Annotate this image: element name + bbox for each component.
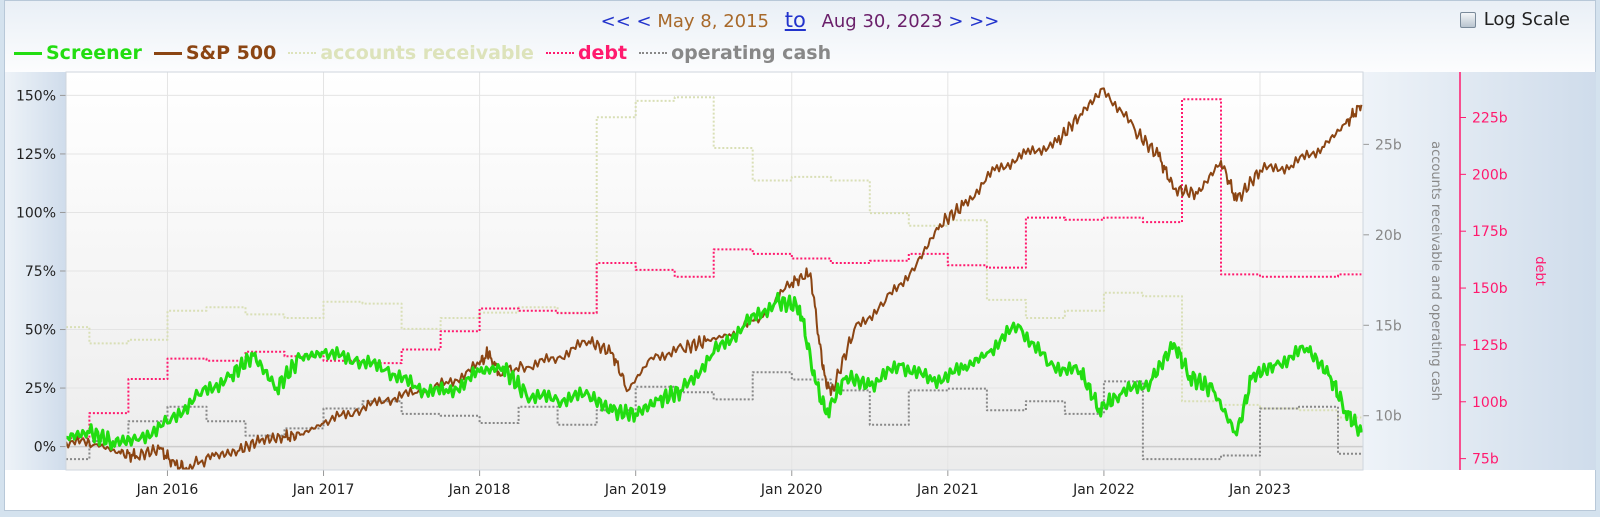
left-tick-label: 100% xyxy=(16,205,56,221)
legend-swatch-accounts-receivable xyxy=(288,52,317,54)
right-axis-label: debt xyxy=(1532,256,1547,286)
start-date[interactable]: May 8, 2015 xyxy=(657,11,770,32)
x-tick-label: Jan 2018 xyxy=(448,482,511,498)
right-tick-label: 125b xyxy=(1472,338,1508,354)
legend-item-sp500[interactable]: S&P 500 xyxy=(153,42,277,64)
to-link[interactable]: to xyxy=(784,8,806,32)
left-tick-label: 125% xyxy=(16,147,56,163)
last-range-button[interactable]: >> xyxy=(969,11,1000,32)
x-tick-label: Jan 2017 xyxy=(292,482,355,498)
right-axis-panel xyxy=(1363,72,1596,470)
left-tick-label: 75% xyxy=(25,264,56,280)
right-tick-label: 100b xyxy=(1472,395,1508,411)
right-tick-label: 200b xyxy=(1472,167,1508,183)
series-line-debt xyxy=(66,98,1362,440)
series-line-s-p-500 xyxy=(66,87,1363,470)
first-range-button[interactable]: << xyxy=(600,11,631,32)
left-tick-label: 25% xyxy=(25,381,56,397)
log-scale-checkbox[interactable] xyxy=(1459,11,1476,28)
right-tick-label: 150b xyxy=(1472,281,1508,297)
legend-item-operating-cash[interactable]: operating cash xyxy=(639,42,831,64)
legend-label-accounts-receivable: accounts receivable xyxy=(320,42,534,64)
end-date[interactable]: Aug 30, 2023 xyxy=(821,11,943,32)
x-tick-label: Jan 2023 xyxy=(1228,482,1291,498)
legend-swatch-sp500 xyxy=(153,51,182,55)
legend-label-sp500: S&P 500 xyxy=(185,42,277,64)
next-range-button[interactable]: > xyxy=(948,11,964,32)
mid-tick-label: 10b xyxy=(1375,409,1402,425)
legend-swatch-operating-cash xyxy=(639,52,668,54)
plot-border xyxy=(65,71,1364,471)
right-tick-label: 175b xyxy=(1472,224,1508,240)
legend-item-accounts-receivable[interactable]: accounts receivable xyxy=(288,42,534,64)
legend-item-screener[interactable]: Screener xyxy=(14,42,142,64)
left-axis-panel xyxy=(5,72,66,470)
mid-tick-label: 20b xyxy=(1375,228,1402,244)
right-tick-label: 225b xyxy=(1472,110,1508,126)
mid-tick-label: 15b xyxy=(1375,318,1402,334)
mid-axis-label: accounts receivable and operating cash xyxy=(1428,141,1443,401)
series-line-screener xyxy=(66,291,1363,451)
legend-swatch-debt xyxy=(545,52,574,54)
left-tick-label: 0% xyxy=(34,440,56,456)
left-tick-label: 50% xyxy=(25,323,56,339)
left-tick-label: 150% xyxy=(16,88,56,104)
x-tick-label: Jan 2019 xyxy=(604,482,667,498)
x-tick-label: Jan 2020 xyxy=(760,482,823,498)
legend-label-operating-cash: operating cash xyxy=(671,42,832,64)
mid-tick-label: 25b xyxy=(1375,137,1402,153)
prev-range-button[interactable]: < xyxy=(636,11,652,32)
chart-legend: Screener S&P 500 accounts receivable deb… xyxy=(14,42,831,64)
date-range-nav: << < May 8, 2015 to Aug 30, 2023 > >> xyxy=(0,8,1600,32)
series-line-accounts-receivable xyxy=(66,96,1362,419)
legend-label-debt: debt xyxy=(577,42,628,64)
log-scale-label: Log Scale xyxy=(1483,9,1570,30)
legend-label-screener: Screener xyxy=(46,42,142,64)
x-tick-label: Jan 2022 xyxy=(1072,482,1135,498)
x-tick-label: Jan 2021 xyxy=(916,482,979,498)
legend-swatch-screener xyxy=(14,51,42,55)
log-scale-toggle[interactable]: Log Scale xyxy=(1459,9,1570,30)
right-tick-label: 75b xyxy=(1472,452,1499,468)
legend-item-debt[interactable]: debt xyxy=(545,42,628,64)
x-tick-label: Jan 2016 xyxy=(136,482,199,498)
